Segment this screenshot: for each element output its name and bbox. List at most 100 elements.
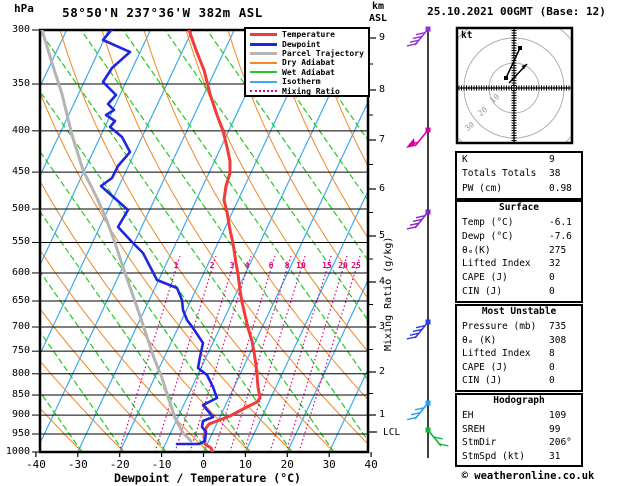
stat-value: 109 (549, 410, 567, 421)
stat-value: 275 (549, 244, 567, 256)
legend-item: Dry Adiabat (250, 58, 368, 67)
mixing-ratio-value-label: 2 (209, 261, 215, 270)
pressure-tick-label: 450 (11, 166, 30, 178)
stat-label: θₑ(K) (462, 244, 491, 256)
legend-line-swatch (250, 61, 277, 64)
temp-tick-label: 10 (238, 458, 253, 471)
km-tick-label: 8 (379, 84, 386, 95)
stat-value: 99 (549, 423, 561, 435)
legend-line-swatch (250, 90, 277, 93)
legend-line-swatch (250, 33, 277, 37)
stat-value: 206° (549, 437, 572, 448)
stat-label: EH (462, 410, 474, 421)
stats-table: Most Unstable Pressure (mb) 735 θₑ (K) 308 Li… (455, 304, 583, 392)
legend-line-swatch (250, 71, 277, 74)
km-unit-label: km (372, 1, 385, 12)
legend-line-swatch (250, 42, 277, 46)
stat-label: Temp (°C) (462, 217, 514, 228)
stat-value: 0 (549, 286, 555, 298)
legend-line-swatch (250, 51, 277, 55)
pressure-tick-label: 600 (11, 266, 30, 278)
stat-value: 38 (549, 168, 561, 180)
km-tick-label: 7 (379, 134, 386, 145)
stat-label: StmSpd (kt) (462, 450, 525, 462)
stat-value: 0 (549, 361, 555, 373)
x-axis-title: Dewpoint / Temperature (°C) (114, 471, 301, 485)
stat-value: 32 (549, 258, 561, 270)
table-row: Temp (°C) -6.1 (457, 216, 581, 230)
stat-label: Lifted Index (462, 258, 531, 270)
km-tick-label: 6 (379, 183, 386, 194)
pressure-tick-label: 950 (11, 428, 30, 440)
table-row: StmDir 206° (457, 436, 581, 450)
station-title: 58°50'N 237°36'W 382m ASL (62, 5, 263, 20)
legend-item-label: Temperature (282, 30, 335, 40)
table-row: θₑ(K) 275 (457, 244, 581, 258)
table-header: Hodograph (493, 395, 545, 406)
stat-value: 9 (549, 154, 555, 165)
legend-line-swatch (250, 80, 277, 83)
dewpoint-curve (99, 30, 219, 446)
temp-tick-label: -40 (25, 458, 46, 471)
stat-label: Totals Totals (462, 168, 537, 180)
mixing-ratio-value-label: 3 (229, 261, 235, 270)
date-title: 25.10.2021 00GMT (Base: 12) (427, 5, 606, 18)
pressure-tick-label: 550 (11, 236, 30, 248)
stats-table: Hodograph EH 109 SREH 99 StmDir 206° StmSpd (kt… (455, 393, 583, 467)
pressure-tick-label: 700 (11, 320, 30, 332)
pressure-tick-label: 500 (11, 203, 30, 215)
pressure-tick-label: 350 (11, 78, 30, 90)
legend: Temperature Dewpoint Parcel Trajectory Dry … (244, 27, 370, 97)
stat-label: CAPE (J) (462, 272, 508, 284)
temp-tick-label: 20 (280, 458, 294, 471)
table-row: EH 109 (457, 409, 581, 423)
legend-item-label: Wet Adiabat (282, 67, 335, 77)
temperature-curve (187, 30, 262, 452)
mixing-ratio-value-label: 20 (338, 261, 348, 270)
mixing-ratio-value-label: 15 (322, 261, 332, 270)
pressure-tick-label: 900 (11, 409, 30, 421)
pressure-tick-label: 400 (11, 124, 30, 136)
pressure-tick-label: 800 (11, 367, 30, 379)
credit-footer: © weatheronline.co.uk (461, 470, 595, 482)
wind-barb (425, 427, 449, 447)
stat-label: Pressure (mb) (462, 321, 537, 332)
legend-item: Wet Adiabat (250, 68, 368, 77)
legend-item: Isotherm (250, 77, 368, 86)
stat-value: 0 (549, 375, 555, 387)
temp-tick-label: -30 (67, 458, 88, 471)
stats-table: Surface Temp (°C) -6.1 Dewp (°C) -7.6 θₑ(K) 27… (455, 200, 583, 303)
mixing-ratio-value-label: 4 (244, 261, 250, 270)
legend-item-label: Mixing Ratio (282, 86, 340, 96)
temp-tick-label: 0 (200, 458, 207, 471)
pressure-tick-label: 750 (11, 345, 30, 357)
wind-barb (406, 209, 431, 230)
stat-label: CAPE (J) (462, 361, 508, 373)
km-tick-label: 4 (379, 276, 386, 287)
pressure-unit-label: hPa (14, 2, 34, 15)
asl-unit-label: ASL (369, 13, 388, 24)
stat-value: 0.98 (549, 182, 572, 194)
stats-table: K 9 Totals Totals 38 PW (cm) 0.98 (455, 151, 583, 200)
stat-label: Lifted Index (462, 348, 531, 360)
km-tick-label: 1 (379, 409, 386, 420)
stat-label: θₑ (K) (462, 334, 497, 346)
parcel-trajectory-curve (40, 30, 193, 443)
km-tick-label: 3 (379, 321, 386, 332)
stat-label: PW (cm) (462, 182, 503, 194)
legend-item-label: Isotherm (282, 77, 321, 87)
legend-item: Temperature (250, 30, 368, 39)
wind-barb (406, 26, 431, 47)
stat-value: 308 (549, 334, 567, 346)
stat-value: 735 (549, 321, 567, 332)
stat-label: CIN (J) (462, 286, 503, 298)
stat-value: -7.6 (549, 230, 572, 242)
table-row: CIN (J) 0 (457, 374, 581, 388)
pressure-tick-label: 650 (11, 295, 30, 306)
temp-tick-label: 40 (364, 458, 378, 471)
stat-label: CIN (J) (462, 375, 503, 387)
legend-item-label: Dewpoint (282, 39, 321, 49)
table-row: StmSpd (kt) 31 (457, 450, 581, 464)
temp-tick-label: -20 (109, 458, 130, 471)
table-row: CIN (J) 0 (457, 285, 581, 299)
